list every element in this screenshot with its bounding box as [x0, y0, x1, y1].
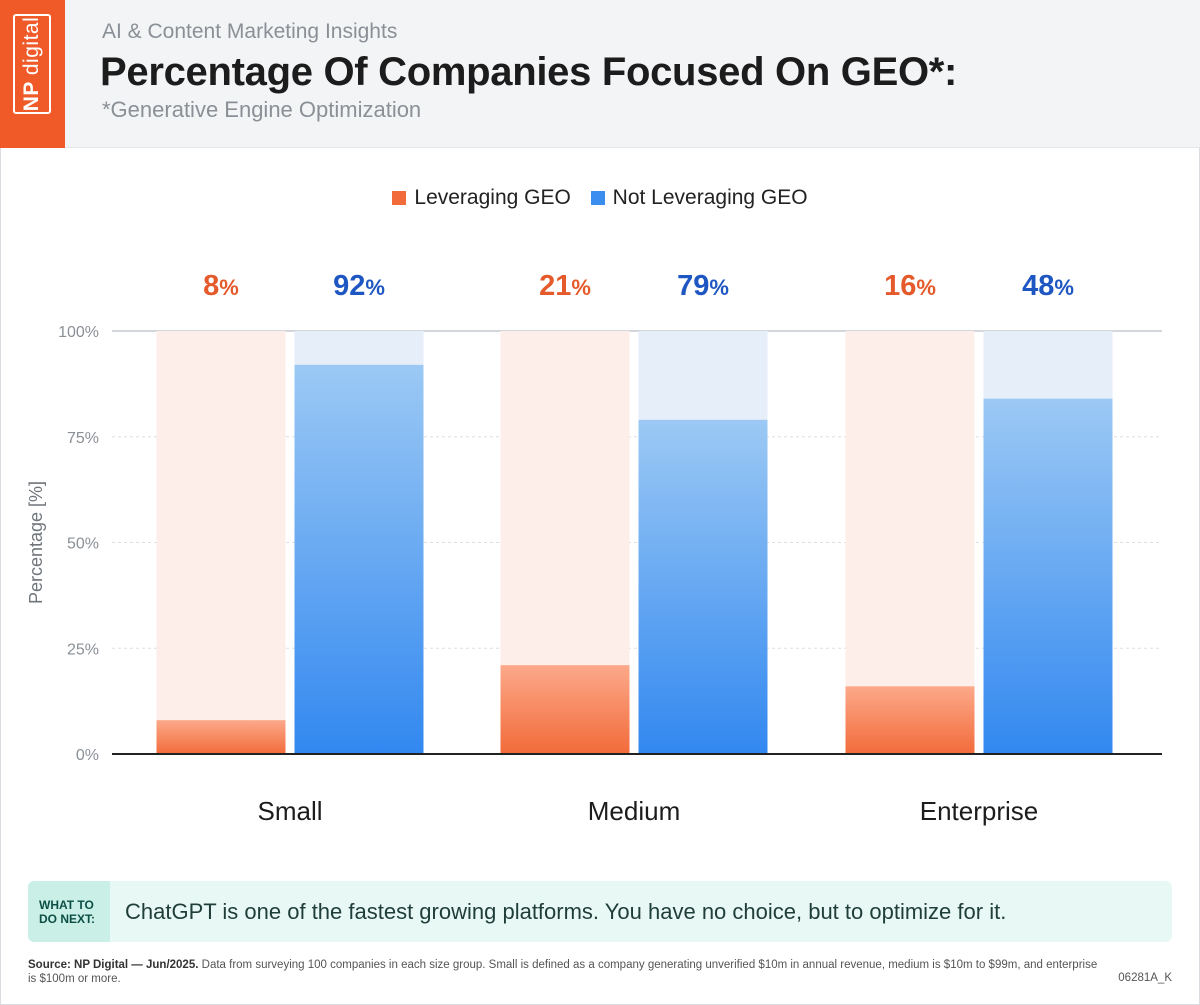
bar-leveraging-small: [156, 720, 286, 754]
data-label-unit-not-leveraging-small: %: [365, 275, 385, 300]
y-tick-label-0: 0%: [76, 747, 99, 764]
data-label-unit-leveraging-enterprise: %: [916, 275, 936, 300]
y-tick-label-50: 50%: [67, 536, 99, 553]
tip-label-line-1: WHAT TO: [39, 898, 94, 912]
data-label-value-not-leveraging-medium: 79: [677, 270, 709, 302]
chart-code: 06281A_K: [1118, 972, 1172, 984]
bar-track-leveraging-enterprise: [845, 331, 975, 754]
axes: 0% 25% 50% 75% 100% Percentage [%] Small Medium…: [26, 324, 1162, 826]
bars: [156, 331, 1113, 754]
data-label-unit-not-leveraging-enterprise: %: [1054, 275, 1074, 300]
np-digital-logo: NP digital: [0, 0, 65, 148]
x-category-label-medium: Medium: [588, 796, 680, 826]
logo-digital: digital: [20, 16, 43, 76]
bar-not-leveraging-medium: [638, 419, 768, 754]
data-label-leveraging-medium: 21%: [539, 270, 591, 302]
bar-track-leveraging-small: [156, 331, 286, 754]
bar-not-leveraging-enterprise: [983, 398, 1113, 754]
data-label-value-leveraging-medium: 21: [539, 270, 571, 302]
bar-not-leveraging-small: [294, 364, 424, 754]
page-subtitle: *Generative Engine Optimization: [102, 97, 422, 122]
data-label-unit-not-leveraging-medium: %: [709, 275, 729, 300]
data-label-value-not-leveraging-small: 92: [333, 270, 365, 302]
y-tick-label-100: 100%: [58, 324, 99, 341]
tip-label-line-2: DO NEXT:: [39, 912, 96, 926]
page-title: Percentage Of Companies Focused On GEO*:: [100, 50, 958, 94]
y-tick-label-75: 75%: [67, 430, 99, 447]
data-label-not-leveraging-enterprise: 48%: [1022, 270, 1074, 302]
legend-item-leveraging: Leveraging GEO: [392, 186, 571, 210]
data-label-unit-leveraging-small: %: [219, 275, 239, 300]
logo-np: NP: [20, 81, 43, 112]
legend-swatch-leveraging: [392, 191, 407, 206]
data-label-unit-leveraging-medium: %: [571, 275, 591, 300]
source-note: Source: NP Digital — Jun/2025. Data from…: [28, 958, 1108, 986]
x-category-label-enterprise: Enterprise: [920, 796, 1039, 826]
source-label: Source: NP Digital — Jun/2025.: [28, 959, 199, 971]
logo-text: NP digital: [20, 17, 44, 112]
data-label-value-not-leveraging-enterprise: 48: [1022, 270, 1054, 302]
legend-item-not-leveraging: Not Leveraging GEO: [590, 186, 808, 210]
data-label-leveraging-enterprise: 16%: [884, 270, 936, 302]
legend-label-leveraging: Leveraging GEO: [414, 186, 571, 210]
y-axis-title: Percentage [%]: [26, 481, 46, 604]
data-label-not-leveraging-medium: 79%: [677, 270, 729, 302]
data-label-not-leveraging-small: 92%: [333, 270, 385, 302]
bar-leveraging-medium: [500, 665, 630, 754]
eyebrow: AI & Content Marketing Insights: [102, 20, 398, 43]
data-label-leveraging-small: 8%: [203, 270, 239, 302]
chart-legend: Leveraging GEO Not Leveraging GEO: [0, 186, 1200, 210]
x-category-label-small: Small: [257, 796, 322, 826]
header: NP digital AI & Content Marketing Insigh…: [0, 0, 1200, 148]
data-label-value-leveraging-enterprise: 16: [884, 270, 916, 302]
logo-border: [13, 14, 51, 114]
what-to-do-next-text: ChatGPT is one of the fastest growing pl…: [125, 899, 1007, 924]
data-label-value-leveraging-small: 8: [203, 270, 219, 302]
what-to-do-next-box: WHAT TO DO NEXT: ChatGPT is one of the f…: [28, 881, 1172, 942]
what-to-do-next-label: WHAT TO DO NEXT:: [28, 881, 110, 942]
source-text: Data from surveying 100 companies in eac…: [28, 959, 1098, 985]
bar-labels: 8% 92% 21% 79% 16% 48%: [203, 270, 1074, 302]
y-tick-label-25: 25%: [67, 641, 99, 658]
legend-label-not-leveraging: Not Leveraging GEO: [612, 186, 808, 210]
bar-chart: 8% 92% 21% 79% 16% 48% 0%25%50%75%100%Percent…: [26, 270, 1162, 826]
bar-leveraging-enterprise: [845, 686, 975, 754]
legend-swatch-not-leveraging: [590, 191, 605, 206]
